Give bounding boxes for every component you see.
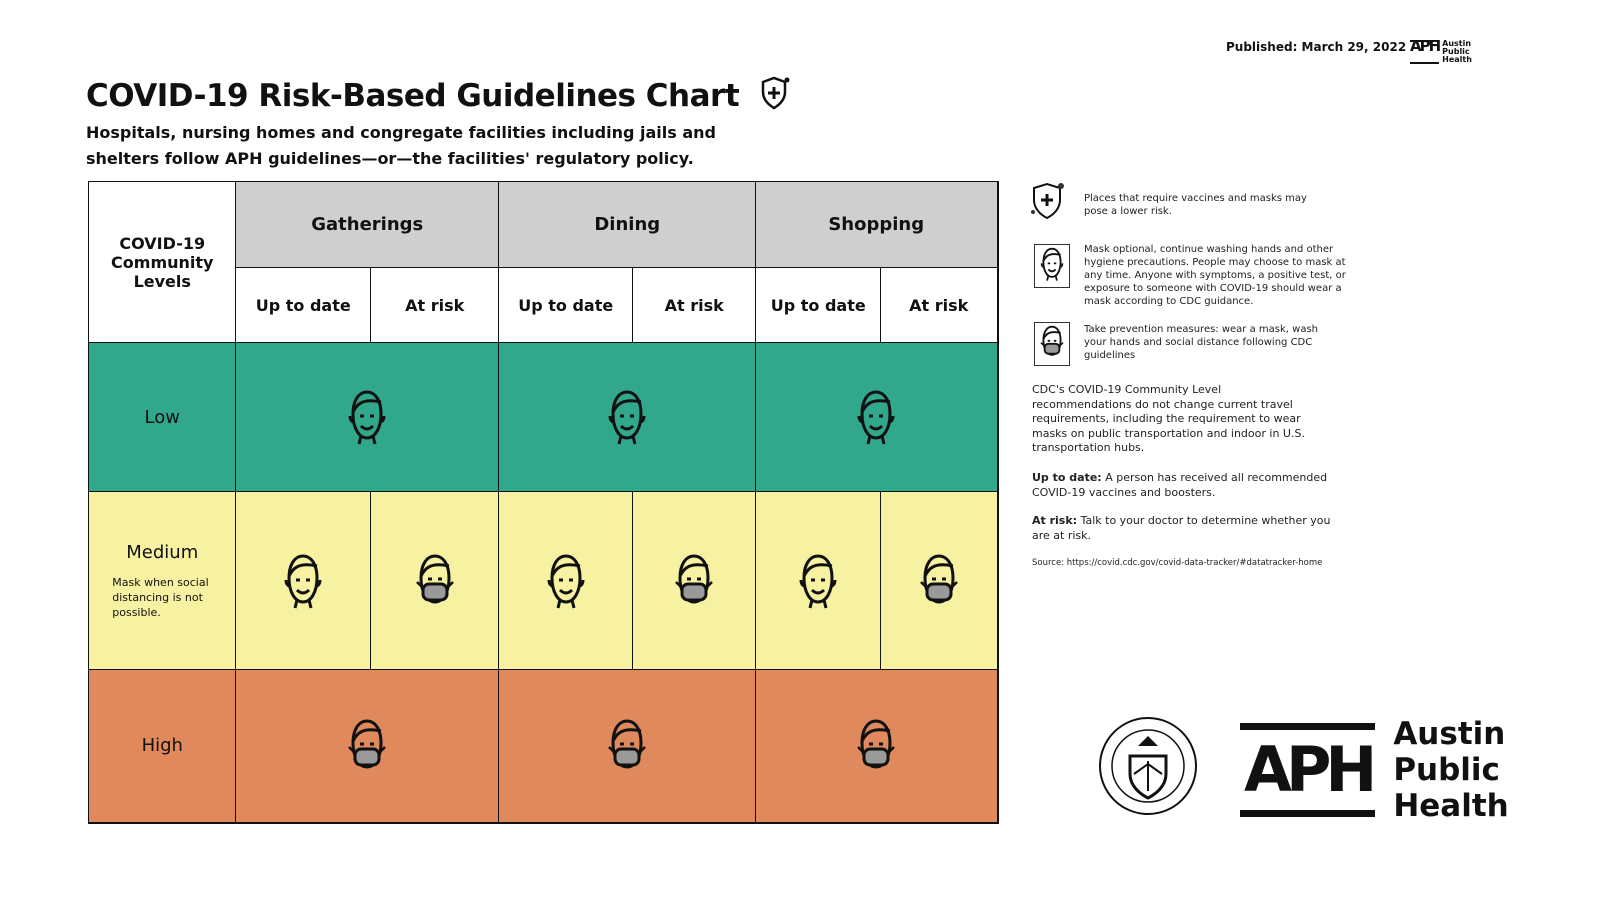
aph-small-line: Health xyxy=(1442,55,1472,64)
guideline-cell xyxy=(880,491,998,671)
guideline-cell xyxy=(755,342,998,493)
header-shopping: Shopping xyxy=(755,181,998,269)
header-dining: Dining xyxy=(498,181,757,269)
corner-header: COVID-19 Community Levels xyxy=(88,181,237,344)
subheader-up-to-date: Up to date xyxy=(235,267,372,344)
page-title: COVID-19 Risk-Based Guidelines Chart xyxy=(86,76,791,114)
level-label: Medium xyxy=(126,541,199,563)
atrisk-def: Talk to your doctor to determine whether… xyxy=(1032,514,1331,542)
aph-small-line: Public xyxy=(1442,47,1470,56)
subheader-up-to-date: Up to date xyxy=(755,267,882,344)
guidelines-table: COVID-19 Community Levels Gatherings Up to… xyxy=(88,181,999,824)
level-label: High xyxy=(141,735,183,757)
page-subtitle: Hospitals, nursing homes and congregate … xyxy=(86,123,716,168)
legend-smile-text: Mask optional, continue washing hands an… xyxy=(1084,244,1346,307)
legend-mask-text: Take prevention measures: wear a mask, w… xyxy=(1084,324,1318,361)
guideline-cell xyxy=(498,491,634,671)
corner-label: COVID-19 Community Levels xyxy=(111,233,214,291)
level-note: Mask when social distancing is not possi… xyxy=(112,575,209,619)
group-label: Dining xyxy=(594,214,661,236)
level-label-wrap: High xyxy=(142,735,183,756)
aph-small-mark: APH xyxy=(1410,39,1441,64)
mask-face-icon xyxy=(415,554,454,604)
level-label-wrap: Low xyxy=(145,407,180,428)
subheader-at-risk: At risk xyxy=(880,267,998,344)
smile-face-icon xyxy=(547,554,585,609)
mask-face-icon xyxy=(675,554,714,604)
title-text: COVID-19 Risk-Based Guidelines Chart xyxy=(86,78,740,114)
smile-face-icon xyxy=(857,390,895,445)
subcol-label: At risk xyxy=(405,295,465,315)
subcol-label: At risk xyxy=(909,295,969,315)
aph-logo: APH Austin Public Health xyxy=(1240,716,1509,824)
subheader-up-to-date: Up to date xyxy=(498,267,634,344)
aph-mark: APH xyxy=(1240,723,1377,817)
smile-face-icon xyxy=(799,554,837,609)
header-gatherings: Gatherings xyxy=(235,181,500,269)
level-high: High xyxy=(88,669,237,823)
city-of-austin-seal xyxy=(1098,716,1198,820)
level-label-wrap: Medium Mask when social distancing is not… xyxy=(112,542,212,620)
guideline-cell xyxy=(235,491,372,671)
guideline-cell xyxy=(755,491,882,671)
guideline-cell xyxy=(755,669,998,823)
subcol-label: Up to date xyxy=(518,295,614,315)
cdc-note: CDC's COVID-19 Community Level recommend… xyxy=(1032,383,1305,454)
aph-name-line: Public xyxy=(1393,752,1500,788)
guideline-cell xyxy=(235,342,500,493)
aph-name-line: Austin xyxy=(1393,716,1506,752)
shield-plus-icon xyxy=(1030,182,1064,224)
uptodate-definition: Up to date: A person has received all re… xyxy=(1032,470,1342,500)
smile-face-icon xyxy=(348,390,386,445)
smile-face-icon xyxy=(284,554,322,609)
published-date: Published: March 29, 2022 xyxy=(1226,40,1407,54)
legend-shield-text: Places that require vaccines and masks m… xyxy=(1084,193,1307,217)
uptodate-def: A person has received all recommended CO… xyxy=(1032,471,1328,499)
aph-small-logo: APH Austin Public Health xyxy=(1410,39,1472,64)
mask-face-icon xyxy=(1034,322,1070,366)
source-link[interactable]: Source: https://covid.cdc.gov/covid-data… xyxy=(1032,558,1323,568)
guideline-cell xyxy=(498,342,757,493)
mask-face-icon xyxy=(608,719,647,769)
shield-plus-icon xyxy=(762,76,790,110)
subcol-label: Up to date xyxy=(770,295,866,315)
smile-face-icon xyxy=(1034,244,1070,288)
atrisk-definition: At risk: Talk to your doctor to determin… xyxy=(1032,513,1342,543)
guideline-cell xyxy=(632,491,757,671)
level-medium: Medium Mask when social distancing is not… xyxy=(88,491,237,671)
mask-face-icon xyxy=(348,719,387,769)
group-label: Shopping xyxy=(828,214,925,236)
group-label: Gatherings xyxy=(311,214,424,236)
mask-face-icon xyxy=(857,719,896,769)
level-low: Low xyxy=(88,342,237,493)
smile-face-icon xyxy=(608,390,646,445)
subheader-at-risk: At risk xyxy=(370,267,500,344)
subcol-label: At risk xyxy=(664,295,724,315)
guideline-cell xyxy=(498,669,757,823)
subcol-label: Up to date xyxy=(255,295,351,315)
mask-face-icon xyxy=(919,554,958,604)
uptodate-term: Up to date: xyxy=(1032,471,1102,484)
guideline-cell xyxy=(235,669,500,823)
guideline-cell xyxy=(370,491,500,671)
level-label: Low xyxy=(144,406,180,428)
aph-name-line: Health xyxy=(1393,788,1509,824)
aph-small-line: Austin xyxy=(1442,39,1472,48)
subheader-at-risk: At risk xyxy=(632,267,757,344)
atrisk-term: At risk: xyxy=(1032,514,1078,527)
